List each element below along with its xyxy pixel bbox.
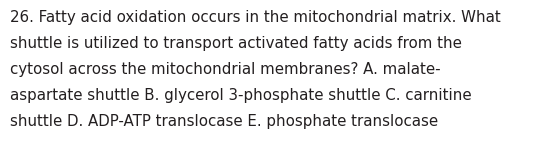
Text: shuttle D. ADP-ATP translocase E. phosphate translocase: shuttle D. ADP-ATP translocase E. phosph…: [10, 114, 438, 129]
Text: 26. Fatty acid oxidation occurs in the mitochondrial matrix. What: 26. Fatty acid oxidation occurs in the m…: [10, 10, 501, 25]
Text: shuttle is utilized to transport activated fatty acids from the: shuttle is utilized to transport activat…: [10, 36, 462, 51]
Text: aspartate shuttle B. glycerol 3-phosphate shuttle C. carnitine: aspartate shuttle B. glycerol 3-phosphat…: [10, 88, 472, 103]
Text: cytosol across the mitochondrial membranes? A. malate-: cytosol across the mitochondrial membran…: [10, 62, 441, 77]
